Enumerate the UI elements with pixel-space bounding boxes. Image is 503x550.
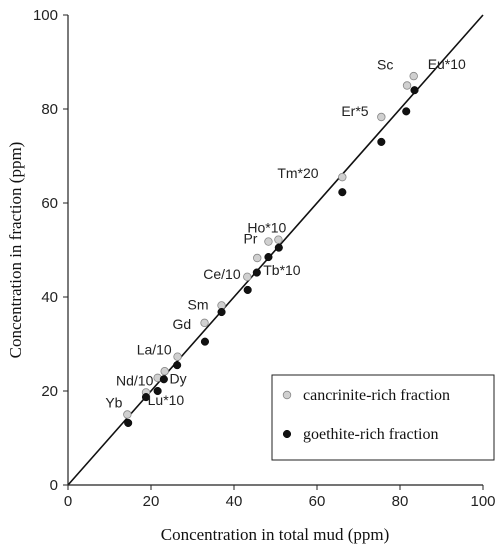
y-tick-label: 40 <box>41 289 58 306</box>
cancrinite-point <box>338 172 347 182</box>
axes <box>63 14 484 490</box>
cancrinite-point <box>123 410 132 419</box>
tick-labels: 0 20 40 60 80 100 0 20 40 60 80 100 <box>33 7 496 510</box>
x-tick-label: 100 <box>470 493 495 510</box>
legend-symbol-cancrinite <box>282 390 292 400</box>
cancrinite-point <box>253 253 262 263</box>
point-label: Nd/10 <box>116 372 154 388</box>
goethite-point <box>274 243 283 252</box>
point-label: Tb*10 <box>263 262 301 278</box>
legend: cancrinite-rich fraction goethite-rich f… <box>271 374 495 461</box>
point-label: Lu*10 <box>148 392 185 408</box>
goethite-point <box>338 188 347 197</box>
goethite-point <box>252 268 261 277</box>
goethite-point <box>402 107 411 116</box>
x-tick-label: 20 <box>143 493 160 510</box>
y-axis-title: Concentration in fraction (ppm) <box>6 142 25 359</box>
y-tick-label: 60 <box>41 195 58 212</box>
goethite-point <box>173 361 182 370</box>
point-label: La/10 <box>137 341 172 357</box>
cancrinite-point <box>409 71 418 81</box>
cancrinite-point <box>173 352 182 361</box>
legend-label-cancrinite: cancrinite-rich fraction <box>303 387 450 404</box>
y-tick-label: 20 <box>41 383 58 400</box>
cancrinite-point <box>402 81 412 90</box>
goethite-point <box>153 386 162 396</box>
cancrinite-point <box>377 112 386 122</box>
goethite-point <box>124 418 133 428</box>
point-label: Gd <box>173 316 192 332</box>
goethite-point <box>243 285 252 295</box>
point-label: Tm*20 <box>277 165 318 181</box>
goethite-point <box>264 252 273 262</box>
legend-symbol-goethite <box>282 429 292 439</box>
cancrinite-point <box>274 235 283 244</box>
point-label: Pr <box>243 231 257 247</box>
point-label: Dy <box>170 371 187 387</box>
cancrinite-point <box>243 272 252 281</box>
point-label: Eu*10 <box>428 56 466 72</box>
x-tick-label: 60 <box>309 493 326 510</box>
y-tick-label: 0 <box>50 477 58 494</box>
goethite-point <box>217 307 226 317</box>
goethite-point <box>200 337 209 346</box>
data-points <box>123 71 419 428</box>
y-tick-label: 100 <box>33 7 58 24</box>
legend-box <box>271 374 495 461</box>
x-tick-label: 80 <box>392 493 409 510</box>
point-label: Sc <box>377 57 393 73</box>
cancrinite-point <box>200 318 209 328</box>
point-labels: Yb Nd/10 Lu*10 La/10 Dy Gd Sm Ce/10 Tb*10 PrHo*10… <box>105 56 466 410</box>
point-label: Ce/10 <box>203 266 241 282</box>
cancrinite-point <box>160 367 169 376</box>
cancrinite-point <box>264 237 273 246</box>
x-tick-label: 40 <box>226 493 243 510</box>
goethite-point <box>410 86 419 95</box>
legend-label-goethite: goethite-rich fraction <box>303 426 439 443</box>
point-label: Ho*10 <box>247 220 286 236</box>
point-label: Yb <box>105 395 122 411</box>
goethite-point <box>141 393 151 402</box>
x-tick-label: 0 <box>64 493 72 510</box>
point-label: Er*5 <box>341 103 368 119</box>
point-label: Sm <box>188 296 209 312</box>
y-tick-label: 80 <box>41 101 58 118</box>
goethite-point <box>159 375 168 384</box>
x-axis-title: Concentration in total mud (ppm) <box>161 525 390 544</box>
goethite-point <box>377 137 386 146</box>
